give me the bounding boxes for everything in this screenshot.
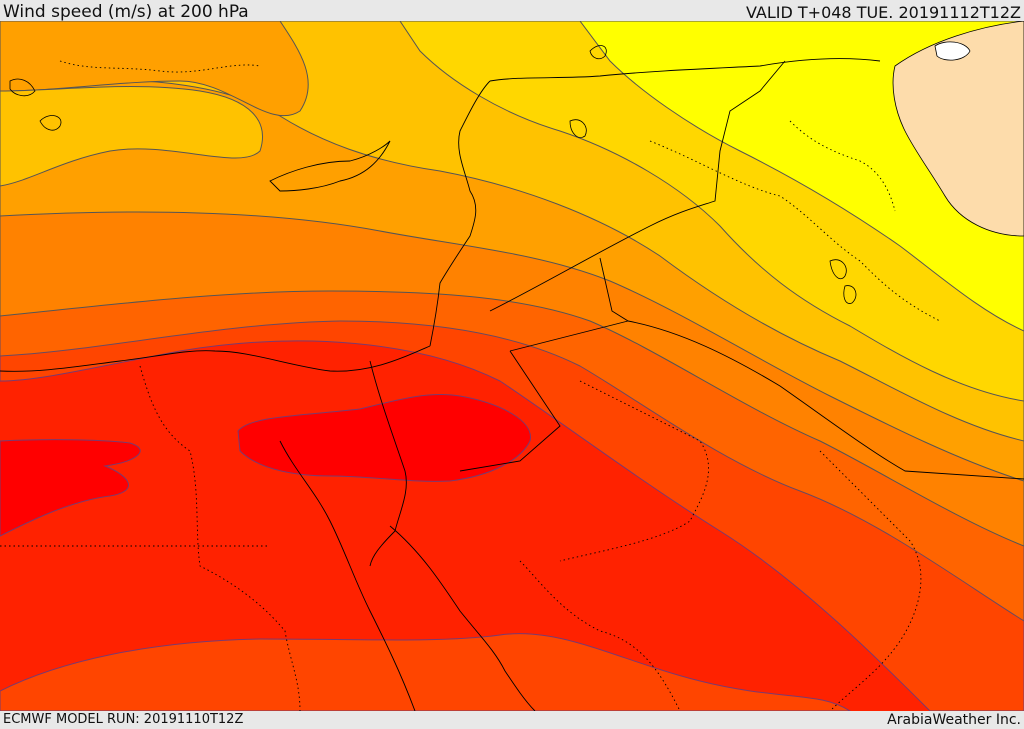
credit-label: ArabiaWeather Inc. [887, 712, 1021, 728]
lake-icon [934, 41, 971, 61]
wind-band-deep-red-west [0, 439, 141, 537]
footer-bar: ECMWF MODEL RUN: 20191110T12Z ArabiaWeat… [0, 711, 1024, 729]
valid-time: VALID T+048 TUE. 20191112T12Z [745, 3, 1021, 22]
islands [9, 45, 857, 304]
wind-band-red-orange-south [0, 633, 851, 711]
wind-band-light-orange-west [0, 86, 263, 187]
map-canvas [0, 21, 1024, 711]
map-title: Wind speed (m/s) at 200 hPa [3, 2, 249, 22]
wind-speed-map[interactable] [0, 21, 1024, 711]
model-run-label: ECMWF MODEL RUN: 20191110T12Z [3, 712, 244, 727]
wind-band-orange-northwest [0, 21, 309, 117]
wind-band-deep-red-core [237, 393, 531, 482]
header-bar: Wind speed (m/s) at 200 hPa VALID T+048 … [0, 0, 1024, 22]
internal-boundaries [0, 60, 941, 711]
land-region-northeast [892, 21, 1024, 237]
coastlines [0, 58, 1024, 711]
